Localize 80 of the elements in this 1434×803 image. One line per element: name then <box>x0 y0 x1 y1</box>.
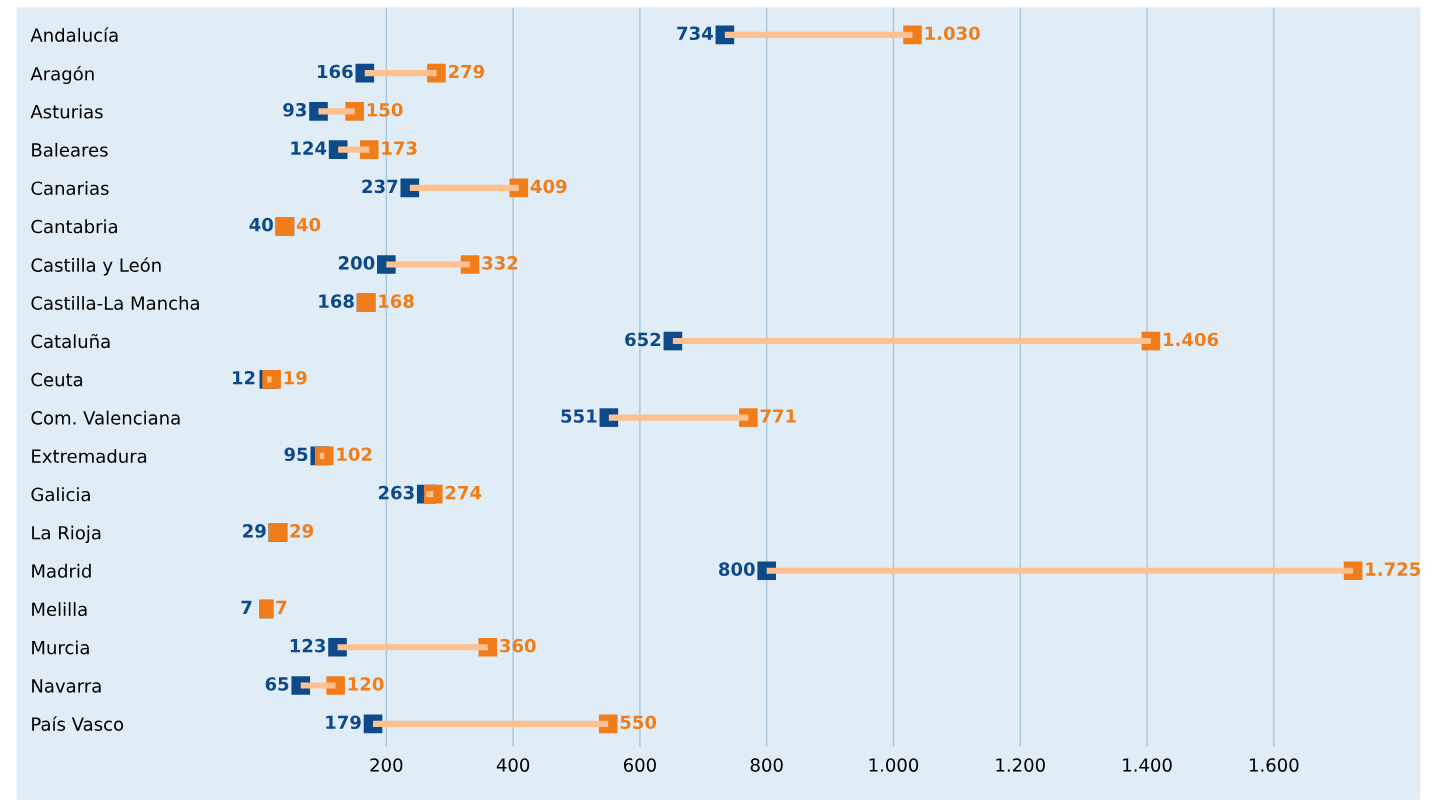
data-label: 1.030 <box>925 26 980 41</box>
y-tick-label: Castilla y León <box>31 257 161 276</box>
data-label: 409 <box>530 179 567 194</box>
y-tick-label: Navarra <box>32 679 101 693</box>
bar <box>386 261 471 268</box>
data-label: 168 <box>319 294 354 309</box>
data-label: 150 <box>367 102 403 117</box>
x-tick-label: 1.000 <box>869 758 919 772</box>
bar <box>409 184 519 191</box>
data-label: 102 <box>337 447 372 462</box>
bar <box>267 376 272 383</box>
y-tick-label: Melilla <box>32 602 87 617</box>
y-tick-label: País Vasco <box>32 716 124 731</box>
data-label: 40 <box>296 217 321 232</box>
y-tick-label: Com. Valenciana <box>31 410 180 425</box>
data-label: 166 <box>318 64 353 79</box>
y-tick-label: Madrid <box>32 563 91 578</box>
data-label: 120 <box>348 677 384 691</box>
y-tick-label: Aragón <box>30 65 94 85</box>
data-label: 550 <box>620 715 657 730</box>
data-label: 200 <box>338 256 375 270</box>
y-tick-label: Extremadura <box>32 449 147 463</box>
data-label: 7 <box>276 600 287 614</box>
data-label: 7 <box>241 600 252 614</box>
data-label: 173 <box>382 141 417 155</box>
data-label: 29 <box>243 524 266 538</box>
bar <box>724 31 913 38</box>
y-tick-label: Andalucía <box>30 27 118 42</box>
data-label: 93 <box>283 102 306 117</box>
data-label: 12 <box>232 370 255 385</box>
point <box>262 370 281 389</box>
data-label: 360 <box>500 638 536 653</box>
data-label: 263 <box>378 485 414 500</box>
data-label: 40 <box>249 217 273 232</box>
y-tick-label: Canarias <box>31 181 109 196</box>
data-label: 652 <box>625 332 661 347</box>
bar <box>300 682 336 689</box>
y-tick-label: Asturias <box>30 104 103 119</box>
bar <box>766 567 1354 574</box>
x-tick-label: 1.200 <box>996 758 1045 772</box>
data-label: 274 <box>445 485 482 500</box>
data-label: 237 <box>362 179 398 194</box>
bar <box>337 644 488 651</box>
data-label: 179 <box>326 715 361 730</box>
data-label: 65 <box>265 677 289 691</box>
x-tick-label: 200 <box>370 758 403 772</box>
data-label: 29 <box>290 524 314 538</box>
data-label: 551 <box>561 409 597 423</box>
x-tick-label: 800 <box>750 758 783 772</box>
y-tick-label: Castilla-La Mancha <box>31 295 199 310</box>
bar <box>318 108 355 115</box>
bar <box>608 414 749 421</box>
y-tick-label: Ceuta <box>31 372 83 387</box>
y-tick-label: Cantabria <box>31 219 117 234</box>
x-tick-label: 600 <box>623 758 656 772</box>
data-label: 1.406 <box>1164 332 1219 347</box>
data-label: 332 <box>482 256 518 270</box>
data-label: 800 <box>719 562 755 576</box>
y-tick-label: Cataluña <box>31 333 110 349</box>
bar <box>338 146 370 153</box>
bar <box>426 491 434 498</box>
bar <box>672 337 1151 345</box>
y-tick-label: Galicia <box>31 487 90 502</box>
x-tick-label: 1.400 <box>1123 758 1172 772</box>
data-label: 95 <box>284 447 308 462</box>
data-label: 19 <box>284 370 307 385</box>
x-tick-label: 1.600 <box>1249 758 1299 772</box>
y-tick-label: Baleares <box>32 142 108 157</box>
data-label: 1.725 <box>1366 562 1421 576</box>
data-label: 279 <box>448 64 485 79</box>
y-tick-label: Murcia <box>32 640 89 655</box>
bar <box>373 720 609 727</box>
data-label: 734 <box>677 26 713 41</box>
x-tick-label: 400 <box>496 758 530 772</box>
data-label: 168 <box>379 294 414 309</box>
data-label: 123 <box>290 638 325 653</box>
data-label: 124 <box>291 141 327 155</box>
data-label: 771 <box>760 409 796 423</box>
y-tick-label: La Rioja <box>32 525 101 544</box>
bar <box>364 70 437 77</box>
